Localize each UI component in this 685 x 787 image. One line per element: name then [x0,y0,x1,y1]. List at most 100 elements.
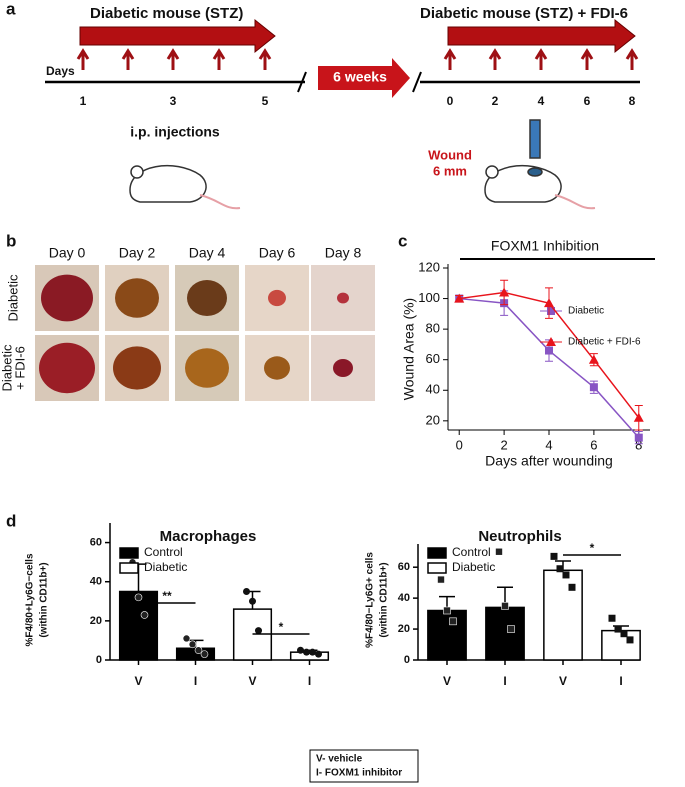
y-tick-label: 40 [90,576,102,588]
wound [264,356,290,380]
data-point [200,650,209,658]
x-tick-label: 2 [500,437,507,452]
y-tick-label: 0 [404,654,410,666]
wound [268,289,286,307]
row-label: + FDI-6 [12,346,27,390]
injections-label: i.p. injections [130,124,220,140]
series-line [459,297,640,439]
day-label: Day 4 [189,245,226,261]
injection-arrow [166,48,180,70]
injection-arrow [625,48,639,70]
x-axis-label: Days after wounding [485,453,613,469]
y-tick-label: 60 [398,561,410,573]
data-point [562,571,570,579]
panel-a: a Diabetic mouse (STZ) Days 6 weeks Diab… [6,0,640,210]
injection-arrow [212,48,226,70]
panel-label: a [6,0,16,18]
data-point [495,547,503,556]
legend-marker [547,307,555,315]
data-point [437,575,445,584]
y-axis-label: Wound Area (%) [401,298,417,400]
day-label: 2 [492,94,499,108]
marker [588,354,599,364]
legend-label: Control [452,545,491,559]
injection-arrow [258,48,272,70]
break [297,71,307,93]
gap-label: 6 weeks [333,69,387,85]
x-tick-label: I [308,674,311,688]
x-tick-label: 0 [456,437,463,452]
wound-label: 6 mm [433,163,467,178]
y-axis-label: %F4/80+Ly6G−cells [25,553,36,646]
injection-arrow [534,48,548,70]
marker [589,383,598,392]
data-point [134,593,143,602]
y-axis-label: %F4/80−Ly6G+ cells [365,552,376,648]
chart-title: FOXM1 Inhibition [491,238,599,254]
data-point [255,627,262,635]
significance-label: * [279,620,284,634]
y-axis-label: (within CD11b+) [39,562,50,637]
significance-label: * [590,541,595,555]
day-label: 0 [447,94,454,108]
key-text: I- FOXM1 inhibitor [316,768,402,779]
x-tick-label: 4 [545,437,552,452]
data-point [556,565,564,573]
x-tick-label: V [443,674,451,688]
data-point [297,646,304,654]
day-label: Day 8 [325,245,362,261]
legend-label: Diabetic + FDI-6 [568,337,641,348]
wound [333,359,353,377]
gap-arrow [318,58,410,98]
panel-label: d [6,511,16,530]
y-axis-label: (within CD11b+) [379,562,390,637]
day-label: 5 [262,94,269,108]
legend-swatch [119,547,139,559]
injection-arrow [580,48,594,70]
day-label: 6 [584,94,591,108]
x-tick-label: I [194,674,197,688]
injection-arrow [443,48,457,70]
y-tick-label: 40 [398,592,410,604]
data-point [188,640,197,649]
data-point [449,617,457,626]
days-label: Days [46,64,75,78]
key-text: V- vehicle [316,754,363,765]
day-label: Day 2 [119,245,156,261]
injection-arrow [121,48,135,70]
legend-label: Diabetic [144,560,187,574]
row-label: Diabetic [0,344,14,391]
data-point [614,625,622,633]
x-tick-label: V [248,674,256,688]
y-tick-label: 20 [426,412,440,427]
chart-title: Neutrophils [478,528,561,545]
marker [633,412,644,422]
y-tick-label: 20 [90,615,102,627]
data-point [550,552,558,560]
legend-swatch [427,562,447,574]
day-label: 4 [538,94,545,108]
y-tick-label: 60 [90,536,102,548]
bar [118,590,159,661]
data-point [626,636,634,644]
x-tick-label: 6 [590,437,597,452]
wound [41,274,93,322]
x-tick-label: I [503,674,506,688]
treatment-arrow [79,18,276,54]
x-tick-label: V [559,674,567,688]
marker [545,346,553,355]
wound-label: Wound [428,147,472,162]
wound [115,278,159,318]
y-tick-label: 40 [426,382,440,397]
legend-swatch [427,547,447,559]
data-point [608,614,616,622]
mouse-icon [484,119,596,210]
significance-label: ** [162,589,172,603]
y-tick-label: 80 [426,321,440,336]
legend-label: Diabetic [568,306,604,317]
day-label: 8 [629,94,636,108]
bar [543,569,583,661]
y-tick-label: 60 [426,351,440,366]
data-point [501,602,509,610]
